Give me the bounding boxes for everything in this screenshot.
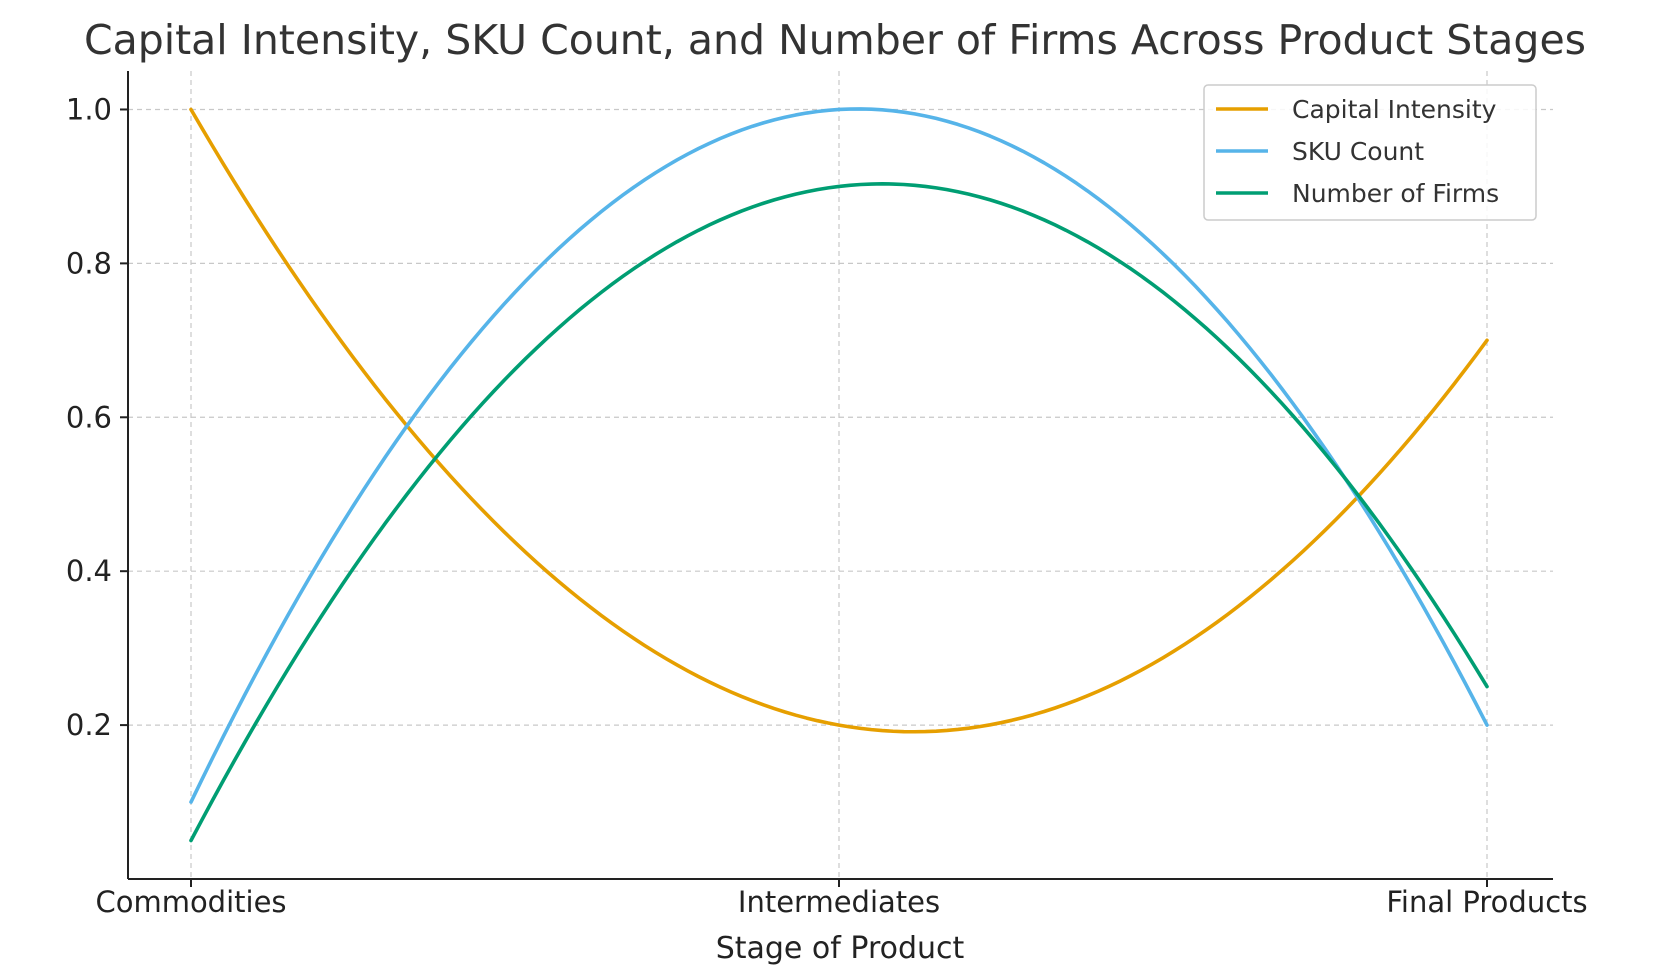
y-tick-label: 0.6 [66, 400, 112, 434]
legend-box [1203, 84, 1537, 221]
series-layer [189, 107, 1489, 843]
axes-layer [127, 71, 1553, 880]
chart-title: Capital Intensity, SKU Count, and Number… [84, 16, 1586, 64]
legend-label-sku-count: SKU Count [1292, 137, 1424, 166]
legend: Capital Intensity SKU Count Number of Firm… [1203, 84, 1537, 221]
x-axis-label: Stage of Product [716, 931, 965, 966]
y-tick-label: 0.4 [66, 554, 112, 588]
y-tick-label: 0.8 [66, 246, 112, 280]
series-line-number-of-firms [189, 182, 1489, 843]
x-tick-label: Commodities [95, 885, 286, 919]
y-tick-label: 0.2 [66, 708, 112, 742]
legend-label-capital-intensity: Capital Intensity [1292, 95, 1497, 124]
legend-label-number-of-firms: Number of Firms [1292, 179, 1499, 208]
series-line-sku-count [189, 107, 1489, 804]
y-tick-label: 1.0 [66, 92, 112, 126]
ticks-layer: Commodities Intermediates Final Products 0.… [66, 92, 1588, 919]
x-tick-label: Intermediates [738, 885, 940, 919]
x-tick-label: Final Products [1386, 885, 1587, 919]
